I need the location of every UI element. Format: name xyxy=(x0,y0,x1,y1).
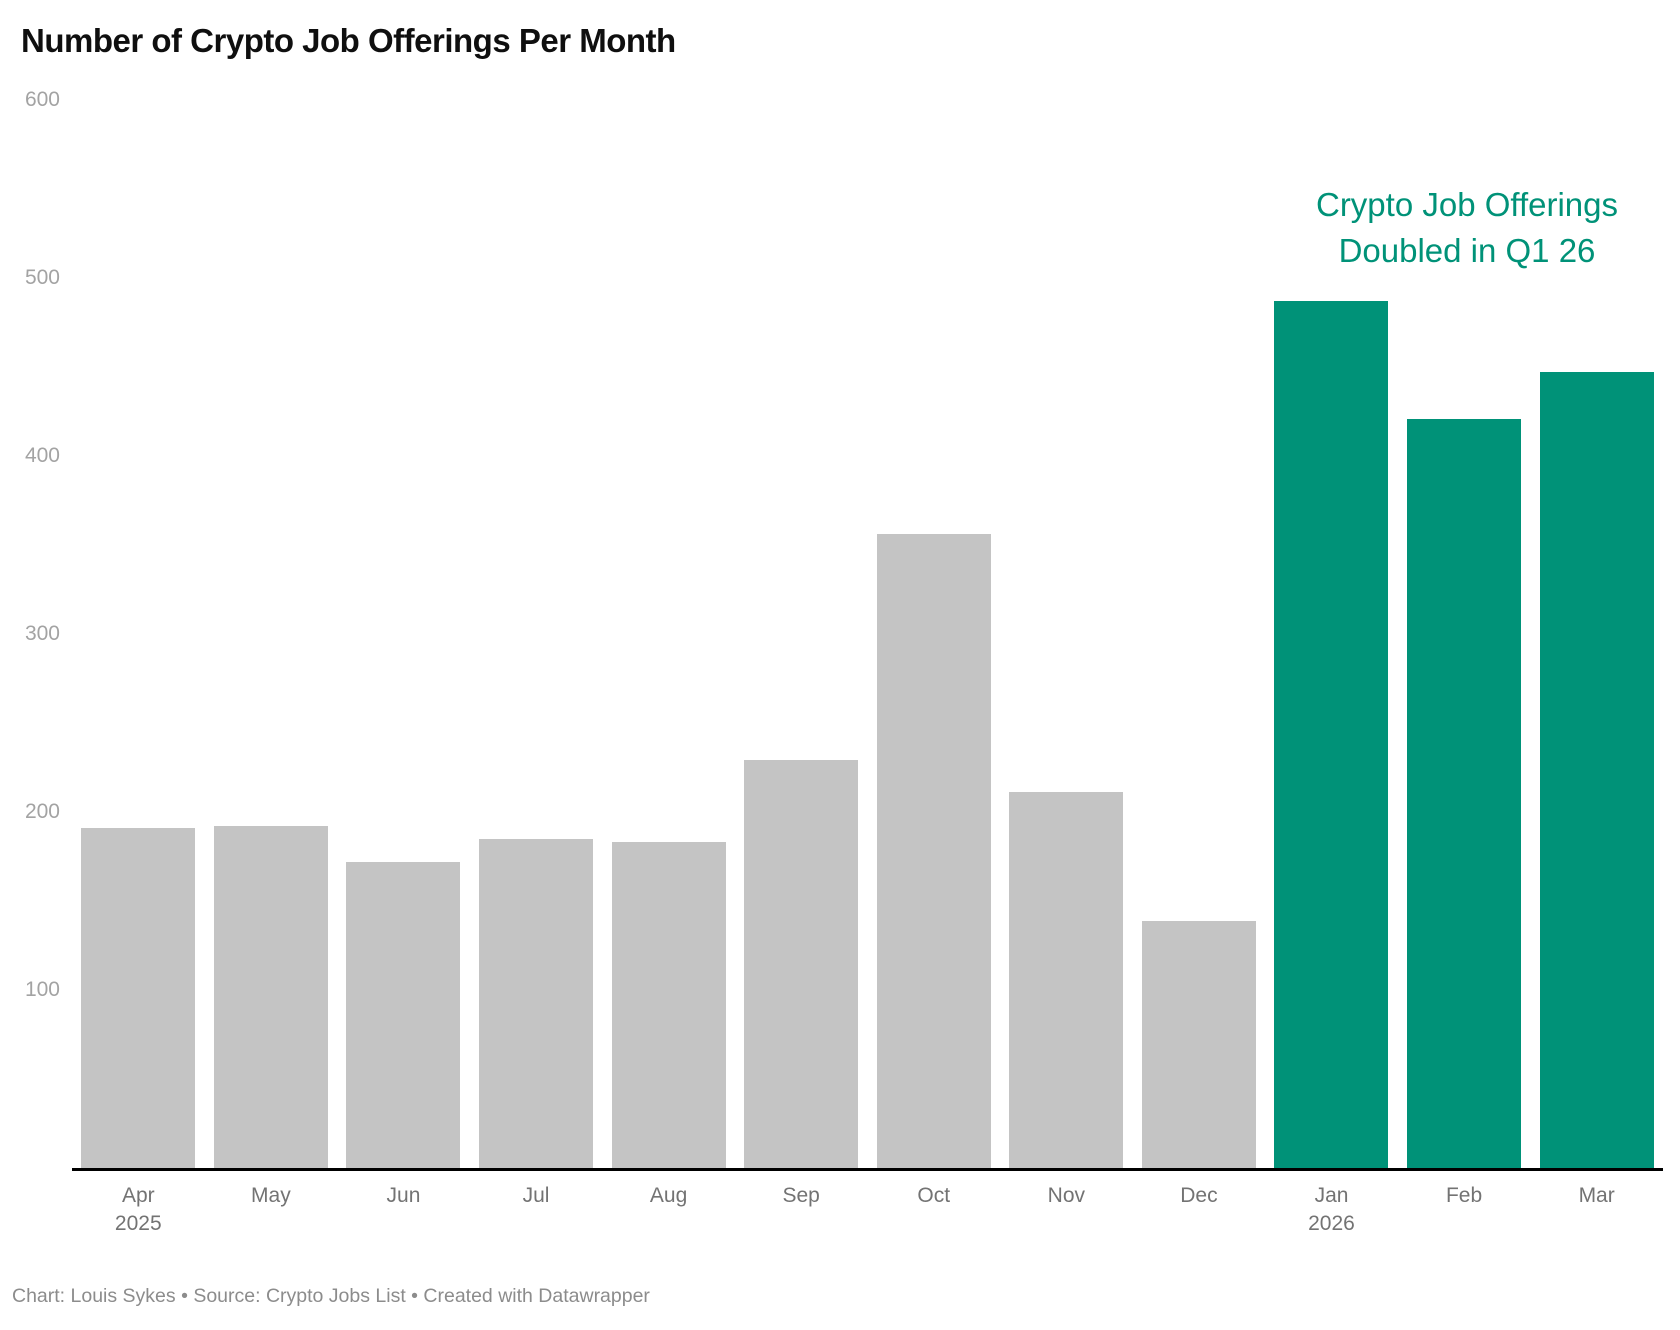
x-axis-year-label: 2026 xyxy=(1308,1212,1355,1235)
x-axis-label-may: May xyxy=(251,1184,291,1207)
bar-slot-oct xyxy=(867,100,1000,1168)
y-axis-tick-label: 400 xyxy=(24,444,60,467)
annotation-line-1: Crypto Job Offerings xyxy=(1315,186,1619,223)
y-axis-tick-label: 300 xyxy=(24,622,60,645)
y-axis-tick-label: 500 xyxy=(24,266,60,289)
bar-slot-may xyxy=(205,100,338,1168)
x-axis-label-mar: Mar xyxy=(1578,1184,1615,1207)
chart-annotation: Crypto Job Offerings Doubled in Q1 26 xyxy=(1316,182,1618,274)
x-axis-label-jul: Jul xyxy=(522,1184,550,1207)
x-axis-label-jun: Jun xyxy=(386,1184,421,1207)
bar-slot-mar xyxy=(1530,100,1663,1168)
bar-slot-dec xyxy=(1133,100,1266,1168)
bar-jul xyxy=(479,838,594,1168)
y-axis-tick-label: 600 xyxy=(24,88,60,111)
chart-footer: Chart: Louis Sykes • Source: Crypto Jobs… xyxy=(12,1285,650,1307)
chart-title: Number of Crypto Job Offerings Per Month xyxy=(21,22,676,59)
annotation-line-2: Doubled in Q1 26 xyxy=(1338,232,1596,269)
x-axis: Apr 2025 May Jun Jul Aug Sep Oct Nov Dec Jan 2026 Fe… xyxy=(72,1182,1663,1238)
bar-jan xyxy=(1274,301,1389,1168)
bar-slot-sep xyxy=(735,100,868,1168)
bar-nov xyxy=(1009,792,1124,1168)
bar-apr xyxy=(81,828,196,1168)
x-axis-label-nov: Nov xyxy=(1047,1184,1086,1207)
x-axis-label-oct: Oct xyxy=(917,1184,951,1207)
bar-aug xyxy=(611,842,726,1168)
x-axis-year-label: 2025 xyxy=(114,1212,162,1235)
bar-slot-jun xyxy=(337,100,470,1168)
y-axis-tick-label: 200 xyxy=(24,800,60,823)
bar-may xyxy=(213,826,328,1168)
bar-mar xyxy=(1539,372,1654,1168)
bar-slot-jan xyxy=(1265,100,1398,1168)
bar-jun xyxy=(346,861,461,1168)
bar-slot-nov xyxy=(1000,100,1133,1168)
x-axis-label-dec: Dec xyxy=(1180,1184,1218,1207)
x-axis-label-aug: Aug xyxy=(649,1184,688,1207)
bar-slot-jul xyxy=(470,100,603,1168)
bar-oct xyxy=(876,534,991,1168)
x-axis-label-apr: Apr 2025 xyxy=(72,1182,205,1238)
x-axis-label-sep: Sep xyxy=(782,1184,820,1207)
bar-slot-feb xyxy=(1398,100,1531,1168)
bar-dec xyxy=(1141,920,1256,1168)
plot-area xyxy=(72,100,1663,1171)
bar-feb xyxy=(1407,418,1522,1168)
x-axis-label-jan: Jan 2026 xyxy=(1265,1182,1398,1238)
bar-slot-apr xyxy=(72,100,205,1168)
y-axis-tick-label: 100 xyxy=(24,978,60,1001)
x-axis-label-feb: Feb xyxy=(1445,1184,1483,1207)
bar-sep xyxy=(744,760,859,1168)
bar-slot-aug xyxy=(602,100,735,1168)
